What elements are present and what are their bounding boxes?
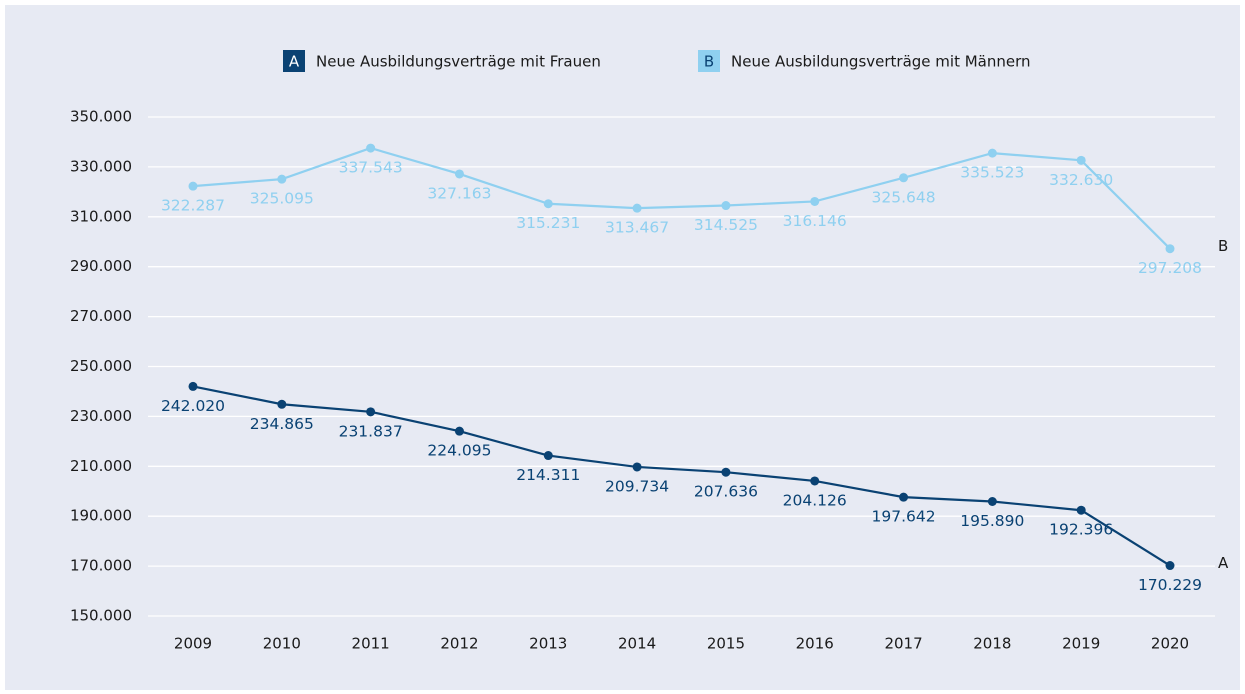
point bbox=[899, 173, 909, 183]
value-label: 332.630 bbox=[1049, 171, 1113, 189]
series-end-label: B bbox=[1218, 237, 1228, 255]
value-label: 327.163 bbox=[427, 184, 491, 202]
x-tick-label: 2015 bbox=[707, 635, 745, 653]
legend-label: Neue Ausbildungsverträge mit Männern bbox=[731, 53, 1031, 71]
value-label: 214.311 bbox=[516, 466, 580, 484]
point bbox=[277, 399, 287, 409]
point bbox=[543, 451, 553, 461]
legend-key: A bbox=[289, 53, 300, 71]
point bbox=[899, 492, 909, 502]
y-tick-label: 250.000 bbox=[70, 357, 132, 375]
series-end-label: A bbox=[1218, 554, 1229, 572]
value-label: 209.734 bbox=[605, 477, 669, 495]
value-label: 335.523 bbox=[960, 164, 1024, 182]
value-label: 207.636 bbox=[694, 483, 758, 501]
point bbox=[454, 169, 464, 179]
x-tick-label: 2014 bbox=[618, 635, 656, 653]
x-tick-label: 2016 bbox=[796, 635, 834, 653]
legend-swatch bbox=[283, 50, 305, 72]
point bbox=[366, 407, 376, 417]
point bbox=[1076, 155, 1086, 165]
x-tick-label: 2017 bbox=[884, 635, 922, 653]
x-tick-label: 2010 bbox=[263, 635, 301, 653]
panel bbox=[5, 5, 1240, 690]
value-label: 322.287 bbox=[161, 197, 225, 215]
point bbox=[188, 181, 198, 191]
point bbox=[1165, 244, 1175, 254]
y-tick-label: 190.000 bbox=[70, 507, 132, 525]
y-tick-label: 310.000 bbox=[70, 207, 132, 225]
point bbox=[366, 143, 376, 153]
value-label: 192.396 bbox=[1049, 521, 1113, 539]
value-label: 313.467 bbox=[605, 219, 669, 237]
value-label: 224.095 bbox=[427, 442, 491, 460]
y-tick-label: 290.000 bbox=[70, 257, 132, 275]
value-label: 204.126 bbox=[783, 491, 847, 509]
x-tick-label: 2011 bbox=[352, 635, 390, 653]
legend-label: Neue Ausbildungsverträge mit Frauen bbox=[316, 53, 601, 71]
value-label: 197.642 bbox=[871, 508, 935, 526]
point bbox=[1076, 505, 1086, 515]
point bbox=[277, 174, 287, 184]
y-tick-label: 330.000 bbox=[70, 157, 132, 175]
value-label: 231.837 bbox=[339, 422, 403, 440]
point bbox=[810, 196, 820, 206]
y-tick-label: 230.000 bbox=[70, 407, 132, 425]
point bbox=[721, 467, 731, 477]
value-label: 325.648 bbox=[871, 188, 935, 206]
series-line bbox=[192, 146, 1171, 250]
point bbox=[987, 148, 997, 158]
series-line bbox=[192, 385, 1171, 567]
point bbox=[632, 203, 642, 213]
point bbox=[1165, 561, 1175, 571]
y-tick-label: 350.000 bbox=[70, 108, 132, 126]
y-tick-label: 150.000 bbox=[70, 607, 132, 625]
value-label: 314.525 bbox=[694, 216, 758, 234]
value-label: 234.865 bbox=[250, 415, 314, 433]
x-tick-label: 2020 bbox=[1151, 635, 1189, 653]
x-tick-label: 2009 bbox=[174, 635, 212, 653]
value-label: 170.229 bbox=[1138, 576, 1202, 594]
value-label: 242.020 bbox=[161, 397, 225, 415]
x-tick-label: 2012 bbox=[440, 635, 478, 653]
point bbox=[632, 462, 642, 472]
value-label: 315.231 bbox=[516, 214, 580, 232]
value-label: 337.543 bbox=[339, 159, 403, 177]
value-label: 316.146 bbox=[783, 212, 847, 230]
y-tick-label: 210.000 bbox=[70, 457, 132, 475]
point bbox=[721, 201, 731, 211]
y-tick-label: 270.000 bbox=[70, 307, 132, 325]
x-tick-label: 2013 bbox=[529, 635, 567, 653]
point bbox=[987, 497, 997, 507]
legend-key: B bbox=[704, 53, 714, 71]
value-label: 325.095 bbox=[250, 190, 314, 208]
point bbox=[810, 476, 820, 486]
point bbox=[188, 381, 198, 391]
legend-swatch bbox=[698, 50, 720, 72]
x-tick-label: 2018 bbox=[973, 635, 1011, 653]
x-tick-label: 2019 bbox=[1062, 635, 1100, 653]
point bbox=[454, 426, 464, 436]
y-tick-label: 170.000 bbox=[70, 557, 132, 575]
value-label: 297.208 bbox=[1138, 259, 1202, 277]
value-label: 195.890 bbox=[960, 512, 1024, 530]
point bbox=[543, 199, 553, 209]
